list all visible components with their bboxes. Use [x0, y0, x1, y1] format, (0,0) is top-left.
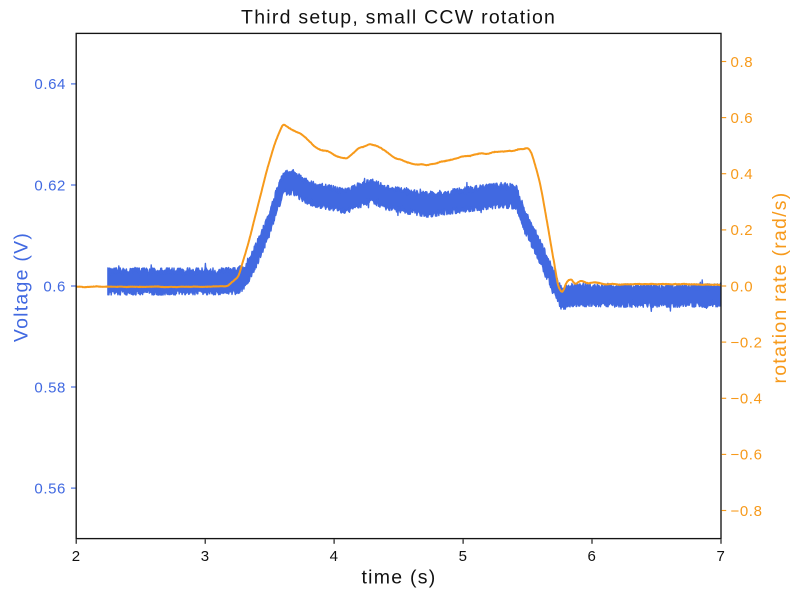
svg-text:6: 6	[588, 548, 597, 565]
svg-text:3: 3	[201, 548, 210, 565]
svg-text:7: 7	[717, 548, 726, 565]
svg-text:0.62: 0.62	[34, 177, 66, 194]
svg-text:2: 2	[72, 548, 81, 565]
svg-text:−0.2: −0.2	[731, 334, 763, 351]
svg-text:0.64: 0.64	[34, 76, 66, 93]
svg-text:0.58: 0.58	[34, 379, 66, 396]
svg-text:time (s): time (s)	[362, 567, 437, 589]
svg-text:Third setup, small CCW rotatio: Third setup, small CCW rotation	[241, 7, 556, 29]
svg-text:−0.8: −0.8	[731, 503, 763, 520]
svg-text:5: 5	[459, 548, 468, 565]
svg-text:0.0: 0.0	[731, 278, 754, 295]
svg-text:0.6: 0.6	[43, 278, 66, 295]
svg-text:Voltage (V): Voltage (V)	[11, 232, 33, 342]
svg-text:0.2: 0.2	[731, 222, 754, 239]
svg-text:rotation rate (rad/s): rotation rate (rad/s)	[769, 191, 791, 383]
svg-text:4: 4	[330, 548, 339, 565]
svg-text:−0.4: −0.4	[731, 391, 763, 408]
svg-text:0.4: 0.4	[731, 166, 754, 183]
svg-text:−0.6: −0.6	[731, 447, 763, 464]
svg-text:0.56: 0.56	[34, 480, 66, 497]
svg-text:0.6: 0.6	[731, 110, 754, 127]
svg-text:0.8: 0.8	[731, 54, 754, 71]
